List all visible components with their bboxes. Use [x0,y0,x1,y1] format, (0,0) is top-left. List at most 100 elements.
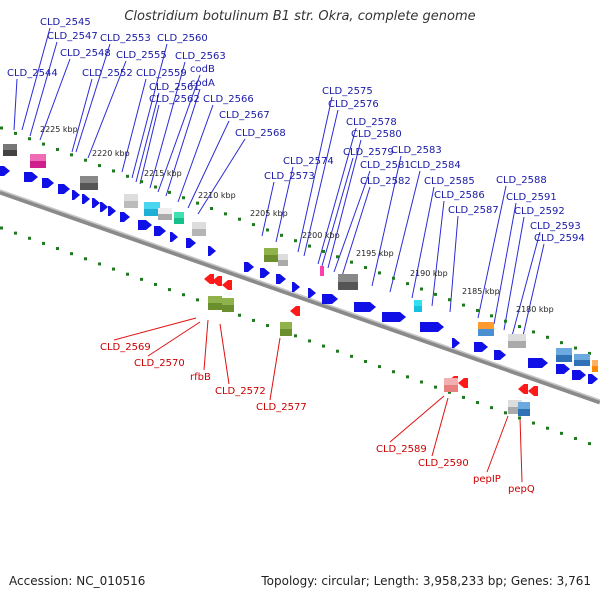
gene-arrow [108,206,116,216]
gene-box-lightgray [158,208,172,220]
forward-gene-label[interactable]: CLD_2587 [448,205,499,216]
kbp-tick-label: 2180 kbp [516,305,554,314]
gene-box-gray [338,274,358,290]
forward-gene-label[interactable]: CLD_2575 [322,86,373,97]
forward-gene-label[interactable]: codA [190,78,215,89]
gene-arrow [170,232,178,242]
kbp-tick-label: 2190 kbp [410,269,448,278]
gene-arrow [276,274,286,284]
reverse-gene-label[interactable]: pepQ [508,484,535,495]
kbp-tick-label: 2205 kbp [250,209,288,218]
gene-arrow [154,226,166,236]
gene-arrow [292,282,300,292]
reverse-gene-label[interactable]: CLD_2572 [215,386,266,397]
gene-box-lightgray [508,334,526,348]
forward-gene-label[interactable]: CLD_2579 [343,147,394,158]
forward-gene-label[interactable]: CLD_2585 [424,176,475,187]
forward-gene-label[interactable]: CLD_2552 [82,68,133,79]
forward-gene-label[interactable]: CLD_2580 [351,129,402,140]
forward-gene-label[interactable]: CLD_2573 [264,171,315,182]
reverse-gene-label[interactable]: CLD_2569 [100,342,151,353]
kbp-tick-label: 2215 kbp [144,169,182,178]
gene-arrow [138,220,152,230]
reverse-gene-label[interactable]: CLD_2590 [418,458,469,469]
gene-arrow [588,374,598,384]
gene-box-gray [3,144,17,156]
gene-arrow [528,358,548,368]
forward-gene-label[interactable]: CLD_2559 [136,68,187,79]
gene-arrow [528,386,538,396]
forward-gene-label[interactable]: CLD_2563 [175,51,226,62]
gene-arrow [208,246,216,256]
gene-box-orange [592,360,598,372]
forward-gene-label[interactable]: CLD_2592 [514,206,565,217]
forward-gene-label[interactable]: CLD_2562 [149,94,200,105]
forward-gene-label[interactable]: CLD_2547 [47,31,98,42]
gene-box-lightgray [278,254,288,266]
gene-arrow [222,280,232,290]
gene-arrow [186,238,196,248]
gene-arrow [572,370,586,380]
gene-box-magenta [320,266,324,276]
gene-box-blue [518,402,530,416]
forward-gene-label[interactable]: CLD_2593 [530,221,581,232]
reverse-gene-label[interactable]: CLD_2570 [134,358,185,369]
forward-gene-label[interactable]: CLD_2591 [506,192,557,203]
kbp-ticks: 2225 kbp 2220 kbp 2215 kbp 2210 kbp 2205 kbp… [40,125,554,314]
gene-box-teal [174,212,184,224]
gene-arrow [100,202,108,212]
gene-box-magenta [30,154,46,168]
gene-box-olive [208,296,222,310]
gene-arrow [260,268,270,278]
forward-gene-label[interactable]: CLD_2568 [235,128,286,139]
gene-arrow [0,166,10,176]
gene-arrow [322,294,338,304]
gene-arrow [556,364,570,374]
forward-gene-label[interactable]: CLD_2581 [360,160,411,171]
forward-gene-label[interactable]: CLD_2560 [157,33,208,44]
forward-gene-label[interactable]: CLD_2544 [7,68,58,79]
gene-arrow [354,302,376,312]
genome-backbone [0,189,600,405]
gene-arrow [452,338,460,348]
gene-box-lightgray [192,222,206,236]
forward-gene-label[interactable]: CLD_2555 [116,50,167,61]
genome-title: Clostridium botulinum B1 str. Okra, comp… [124,9,476,24]
gene-arrow [212,276,222,286]
kbp-tick-label: 2185 kbp [462,287,500,296]
reverse-gene-label[interactable]: pepIP [473,474,501,485]
forward-gene-label[interactable]: CLD_2561 [149,82,200,93]
gene-box-pink [444,378,458,392]
forward-gene-label[interactable]: CLD_2586 [434,190,485,201]
gene-arrow [24,172,38,182]
forward-gene-label[interactable]: CLD_2588 [496,175,547,186]
gene-box-olive [264,248,278,262]
forward-gene-label[interactable]: CLD_2545 [40,17,91,28]
forward-gene-label[interactable]: CLD_2567 [219,110,270,121]
label-leader-lines [13,27,545,483]
forward-gene-label[interactable]: CLD_2584 [410,160,461,171]
forward-gene-label[interactable]: CLD_2548 [60,48,111,59]
gene-arrow [120,212,130,222]
forward-gene-label[interactable]: CLD_2583 [391,145,442,156]
forward-gene-label[interactable]: CLD_2594 [534,233,585,244]
forward-gene-label[interactable]: CLD_2574 [283,156,334,167]
forward-gene-label[interactable]: CLD_2566 [203,94,254,105]
gene-box-lightgray [124,194,138,208]
forward-gene-label[interactable]: CLD_2553 [100,33,151,44]
reverse-gene-label[interactable]: CLD_2577 [256,402,307,413]
gene-arrow [42,178,54,188]
kbp-tick-label: 2210 kbp [198,191,236,200]
gene-arrow [382,312,406,322]
forward-gene-label[interactable]: CLD_2578 [346,117,397,128]
forward-gene-label[interactable]: CLD_2582 [360,176,411,187]
reverse-gene-label[interactable]: CLD_2589 [376,444,427,455]
gene-arrow [290,306,300,316]
kbp-tick-label: 2225 kbp [40,125,78,134]
reverse-gene-label[interactable]: rfbB [190,372,211,383]
kbp-tick-label: 2220 kbp [92,149,130,158]
forward-gene-label[interactable]: codB [190,64,215,75]
forward-gene-label[interactable]: CLD_2576 [328,99,379,110]
gene-arrow [308,288,316,298]
